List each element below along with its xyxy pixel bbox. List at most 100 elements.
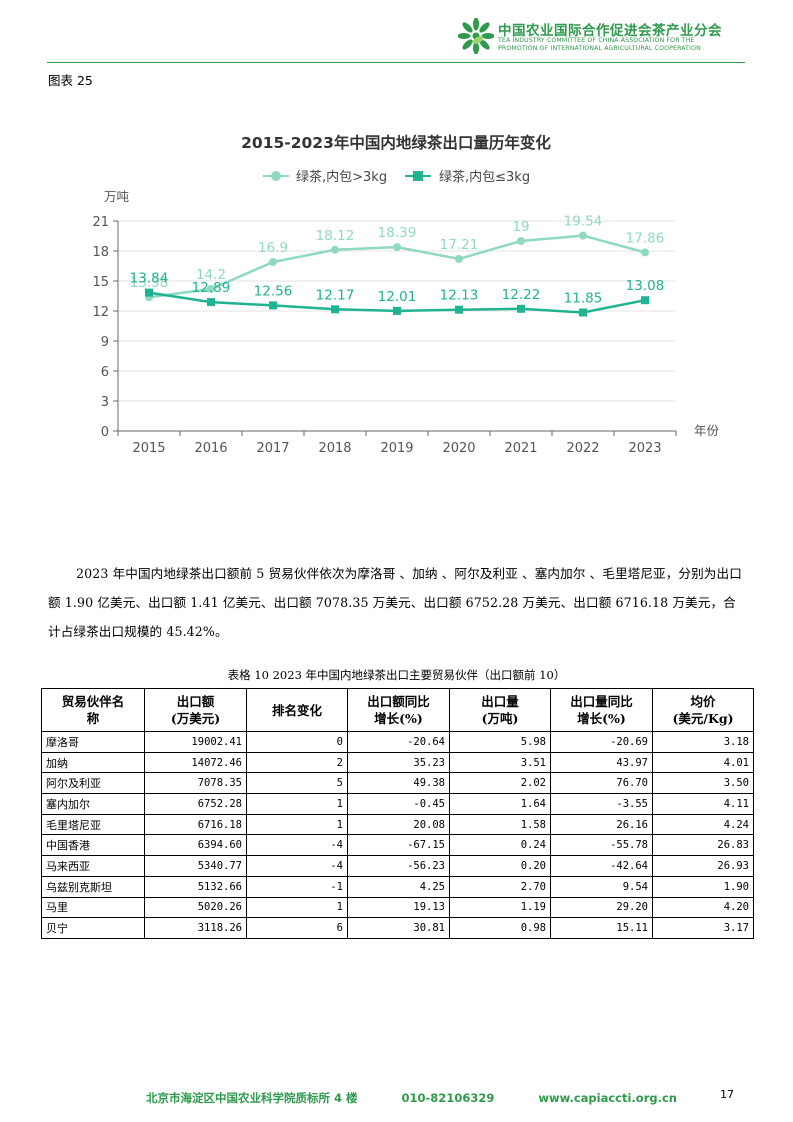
data-label: 16.9	[258, 240, 288, 256]
column-header-text: 均价	[690, 694, 716, 709]
data-point[interactable]	[641, 248, 649, 257]
partner-name-cell: 贝宁	[41, 917, 145, 939]
column-header-text: 排名变化	[271, 702, 322, 718]
table-cell: 49.38	[347, 772, 450, 795]
data-label: 13.08	[626, 278, 665, 294]
data-label: 14.2	[196, 267, 226, 283]
data-label: 13.38	[130, 275, 169, 291]
table-cell: 1.90	[652, 875, 754, 898]
data-label: 12.56	[254, 283, 293, 299]
y-tick-label: 12	[92, 305, 109, 320]
table-header-row: 贸易伙伴名称 出口额 (万美元) 排名变化 出口额同比 增长(%) 出口量 (万吨) 出口量同比…	[41, 688, 754, 732]
data-point[interactable]	[455, 254, 463, 263]
table-cell: 9.54	[550, 875, 653, 898]
table-cell: 1.19	[449, 896, 551, 919]
table-cell: 19.13	[347, 896, 450, 919]
table-cell: 26.83	[652, 834, 754, 857]
table-cell: 4.01	[652, 751, 754, 774]
tea-leaf-logo-icon	[458, 18, 494, 54]
data-point[interactable]	[269, 258, 277, 266]
data-label: 13.84	[130, 271, 169, 287]
partner-name-cell: 摩洛哥	[41, 731, 145, 753]
chart-legend: 绿茶,内包>3kg 绿茶,内包≤3kg	[263, 169, 530, 185]
table-row: 马里 5020.26 1 19.13 1.19 29.20 4.20	[41, 896, 754, 919]
table-row: 塞内加尔 6752.28 1 -0.45 1.64 -3.55 4.11	[41, 793, 754, 815]
org-name-en: TEA INDUSTRY COMMITTEE OF CHINA ASSOCIAT…	[498, 37, 701, 53]
table-cell: 2	[246, 751, 348, 774]
table-cell: 0.24	[449, 834, 551, 857]
column-header: 出口量 (万吨)	[449, 688, 551, 732]
table-cell: 1	[246, 813, 348, 836]
data-label: 18.12	[316, 228, 355, 244]
table-cell: -1	[246, 875, 348, 898]
table-cell: 2.02	[449, 772, 551, 795]
data-point[interactable]	[641, 296, 649, 305]
data-point[interactable]	[207, 298, 215, 307]
data-point[interactable]	[393, 243, 401, 252]
org-name-en-line1: TEA INDUSTRY COMMITTEE OF CHINA ASSOCIAT…	[498, 37, 695, 44]
table-cell: -0.45	[347, 793, 450, 815]
x-tick-label: 2019	[380, 441, 413, 456]
data-label: 12.01	[378, 289, 417, 305]
table-cell: 3118.26	[144, 917, 247, 939]
table-cell: 1.58	[449, 813, 551, 836]
footer-phone: 010-82106329	[401, 1091, 495, 1105]
table-cell: 15.11	[550, 917, 653, 939]
column-header: 排名变化	[246, 688, 348, 732]
column-header-text: (美元/Kg)	[672, 711, 734, 726]
table-cell: -4	[246, 834, 348, 857]
column-header: 均价 (美元/Kg)	[652, 688, 754, 732]
paragraph-text: 2023 年中国内地绿茶出口额前 5 贸易伙伴依次为摩洛哥 、加纳 、阿尔及利亚…	[48, 566, 742, 639]
data-point[interactable]	[579, 231, 587, 240]
table-cell: 76.70	[550, 772, 653, 795]
analysis-paragraph: 2023 年中国内地绿茶出口额前 5 贸易伙伴依次为摩洛哥 、加纳 、阿尔及利亚…	[48, 559, 748, 646]
column-header-text: 出口额	[176, 694, 215, 709]
data-point[interactable]	[579, 308, 587, 317]
org-name-en-line2: PROMOTION OF INTERNATIONAL AGRICULTURAL …	[498, 45, 701, 52]
legend-item-series-1[interactable]: 绿茶,内包>3kg	[263, 169, 387, 185]
column-header-text: 增长(%)	[374, 711, 423, 726]
column-header-text: (万美元)	[170, 711, 221, 726]
data-label: 18.39	[378, 225, 417, 241]
footer-website[interactable]: www.capiaccti.org.cn	[538, 1091, 677, 1105]
figure-label: 图表 25	[48, 73, 93, 88]
y-tick-label: 3	[101, 395, 109, 410]
table-caption: 表格 10 2023 年中国内地绿茶出口主要贸易伙伴（出口额前 10）	[227, 668, 566, 682]
table-cell: 6716.18	[144, 813, 247, 836]
data-point[interactable]	[207, 285, 215, 293]
y-tick-label: 21	[92, 215, 109, 230]
column-header: 贸易伙伴名称	[41, 688, 145, 732]
data-label: 11.85	[564, 291, 603, 307]
data-point[interactable]	[269, 301, 277, 310]
data-point[interactable]	[331, 245, 339, 254]
data-label: 12.89	[192, 280, 231, 296]
data-point[interactable]	[455, 305, 463, 314]
data-point[interactable]	[145, 288, 153, 297]
legend-item-series-2[interactable]: 绿茶,内包≤3kg	[405, 169, 530, 185]
column-header: 出口额同比 增长(%)	[347, 688, 450, 732]
table-row: 贝宁 3118.26 6 30.81 0.98 15.11 3.17	[41, 917, 754, 939]
table-cell: 3.51	[449, 751, 551, 774]
table-cell: 5	[246, 772, 348, 795]
export-volume-line-chart: 2015-2023年中国内地绿茶出口量历年变化 绿茶,内包>3kg 绿茶,内包≤…	[92, 133, 719, 456]
table-cell: 4.11	[652, 793, 754, 815]
data-point[interactable]	[517, 304, 525, 313]
column-header-text: 出口量	[481, 694, 519, 709]
table-cell: -4	[246, 855, 348, 877]
data-point[interactable]	[393, 306, 401, 315]
data-label: 19	[512, 219, 529, 235]
data-point[interactable]	[331, 305, 339, 314]
x-tick-label: 2020	[442, 441, 475, 456]
partner-name-cell: 乌兹别克斯坦	[41, 875, 145, 898]
x-tick-label: 2021	[504, 441, 537, 456]
table-header: 贸易伙伴名称 出口额 (万美元) 排名变化 出口额同比 增长(%) 出口量 (万吨) 出口量同比…	[41, 688, 754, 732]
data-label: 12.22	[502, 287, 541, 303]
table-cell: -3.55	[550, 793, 653, 815]
table-cell: 4.20	[652, 896, 754, 919]
table-cell: -55.78	[550, 834, 653, 857]
partner-name-cell: 阿尔及利亚	[41, 772, 145, 795]
table-cell: -20.64	[347, 731, 450, 753]
column-header: 出口额 (万美元)	[144, 688, 247, 732]
data-point[interactable]	[517, 237, 525, 245]
table-row: 乌兹别克斯坦 5132.66 -1 4.25 2.70 9.54 1.90	[41, 875, 754, 898]
